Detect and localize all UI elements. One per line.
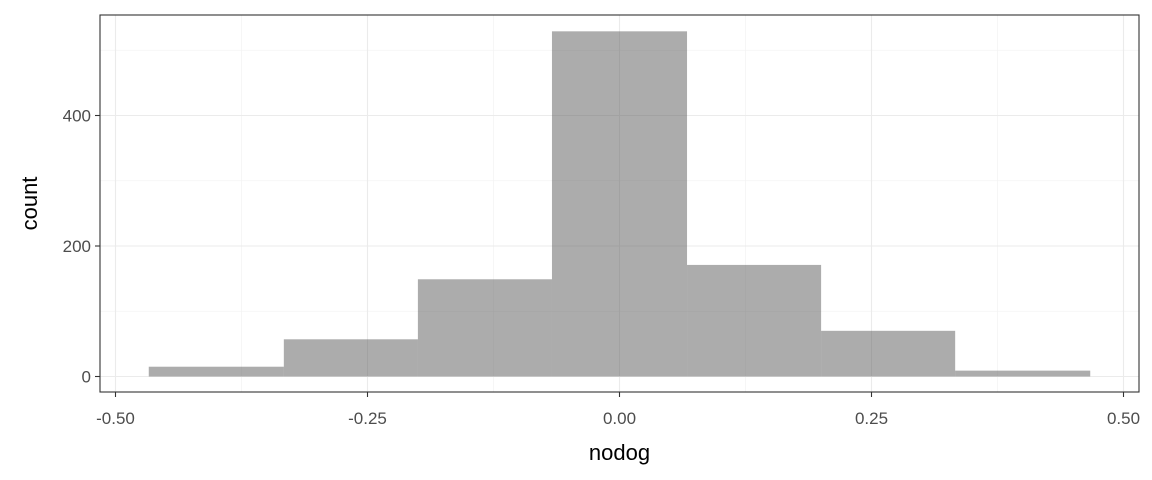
histogram-bar (821, 330, 956, 377)
histogram-bar (283, 339, 418, 377)
y-axis: 0 200 400 (63, 107, 100, 387)
histogram-bar (955, 370, 1091, 377)
x-axis: -0.50 -0.25 0.00 0.25 0.50 (96, 392, 1140, 428)
x-tick-label: -0.50 (96, 409, 135, 428)
y-axis-title: count (17, 177, 42, 231)
y-tick-label: 0 (82, 368, 91, 387)
histogram-bar (687, 264, 822, 377)
histogram-bar (148, 366, 284, 377)
x-tick-label: -0.25 (348, 409, 387, 428)
x-tick-label: 0.50 (1107, 409, 1140, 428)
x-axis-title: nodog (589, 440, 650, 465)
x-tick-label: 0.00 (603, 409, 636, 428)
histogram-bar (551, 31, 688, 377)
histogram-bars (148, 31, 1091, 377)
y-tick-label: 200 (63, 237, 91, 256)
x-tick-label: 0.25 (855, 409, 888, 428)
y-tick-label: 400 (63, 107, 91, 126)
histogram-bar (417, 279, 552, 377)
